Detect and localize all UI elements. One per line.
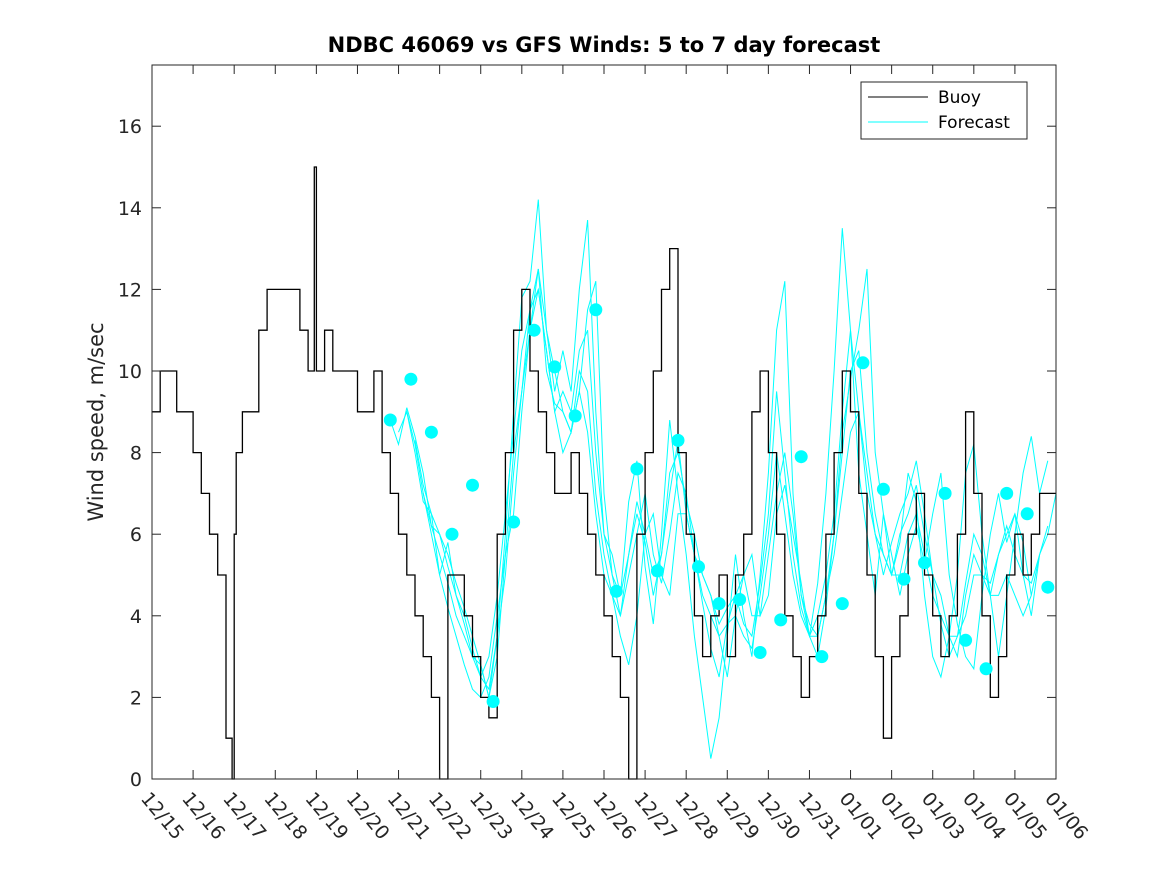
forecast-markers	[383, 303, 1055, 708]
y-tick-label: 4	[130, 606, 142, 628]
forecast-marker	[979, 662, 993, 676]
forecast-marker	[424, 425, 438, 439]
forecast-marker	[918, 556, 931, 570]
legend-buoy-label: Buoy	[938, 88, 981, 108]
forecast-marker	[959, 633, 973, 647]
y-axis-label: Wind speed, m/sec	[84, 322, 108, 521]
forecast-marker	[671, 433, 685, 447]
chart-title: NDBC 46069 vs GFS Winds: 5 to 7 day fore…	[328, 33, 881, 57]
forecast-marker	[486, 695, 500, 708]
y-tick-label: 0	[130, 769, 142, 791]
forecast-marker	[794, 450, 808, 464]
forecast-marker	[1020, 507, 1034, 521]
plot-area	[152, 65, 1056, 779]
forecast-marker	[466, 478, 479, 492]
legend-box	[860, 81, 1028, 140]
forecast-marker	[712, 597, 726, 611]
forecast-marker	[835, 597, 849, 611]
y-tick-label: 12	[118, 279, 142, 301]
buoy-series-line	[152, 166, 1056, 780]
forecast-marker	[938, 486, 952, 500]
y-tick-label: 2	[130, 687, 142, 709]
forecast-marker	[548, 360, 562, 374]
forecast-marker	[897, 572, 911, 586]
y-tick-label: 14	[118, 198, 142, 220]
legend: Buoy Forecast	[860, 81, 1028, 140]
forecast-marker	[445, 527, 459, 541]
forecast-marker	[650, 564, 664, 578]
forecast-marker	[692, 560, 705, 574]
forecast-marker	[589, 303, 603, 317]
forecast-marker	[733, 593, 747, 606]
forecast-marker	[404, 372, 418, 386]
forecast-marker	[774, 613, 788, 627]
forecast-marker	[1000, 486, 1014, 500]
y-tick-label: 6	[130, 524, 142, 546]
forecast-marker	[507, 515, 521, 529]
y-tick-label: 10	[118, 361, 142, 383]
y-axis: 0 2 4 6 8 10 12 14 16	[118, 116, 1056, 791]
y-tick-label: 8	[130, 443, 142, 465]
forecast-marker	[815, 650, 829, 664]
forecast-marker	[753, 646, 767, 659]
forecast-series-line	[422, 289, 1032, 699]
forecast-marker	[1041, 580, 1055, 594]
forecast-marker	[568, 409, 582, 423]
legend-forecast-label: Forecast	[938, 113, 1010, 133]
forecast-marker	[856, 356, 870, 370]
forecast-marker	[609, 584, 623, 598]
forecast-marker	[630, 462, 644, 476]
forecast-marker	[527, 323, 541, 337]
forecast-marker	[876, 482, 890, 496]
y-tick-label: 16	[118, 116, 142, 138]
forecast-marker	[383, 413, 397, 427]
buoy-line-group	[152, 166, 1056, 780]
forecast-series-line	[398, 199, 1049, 759]
